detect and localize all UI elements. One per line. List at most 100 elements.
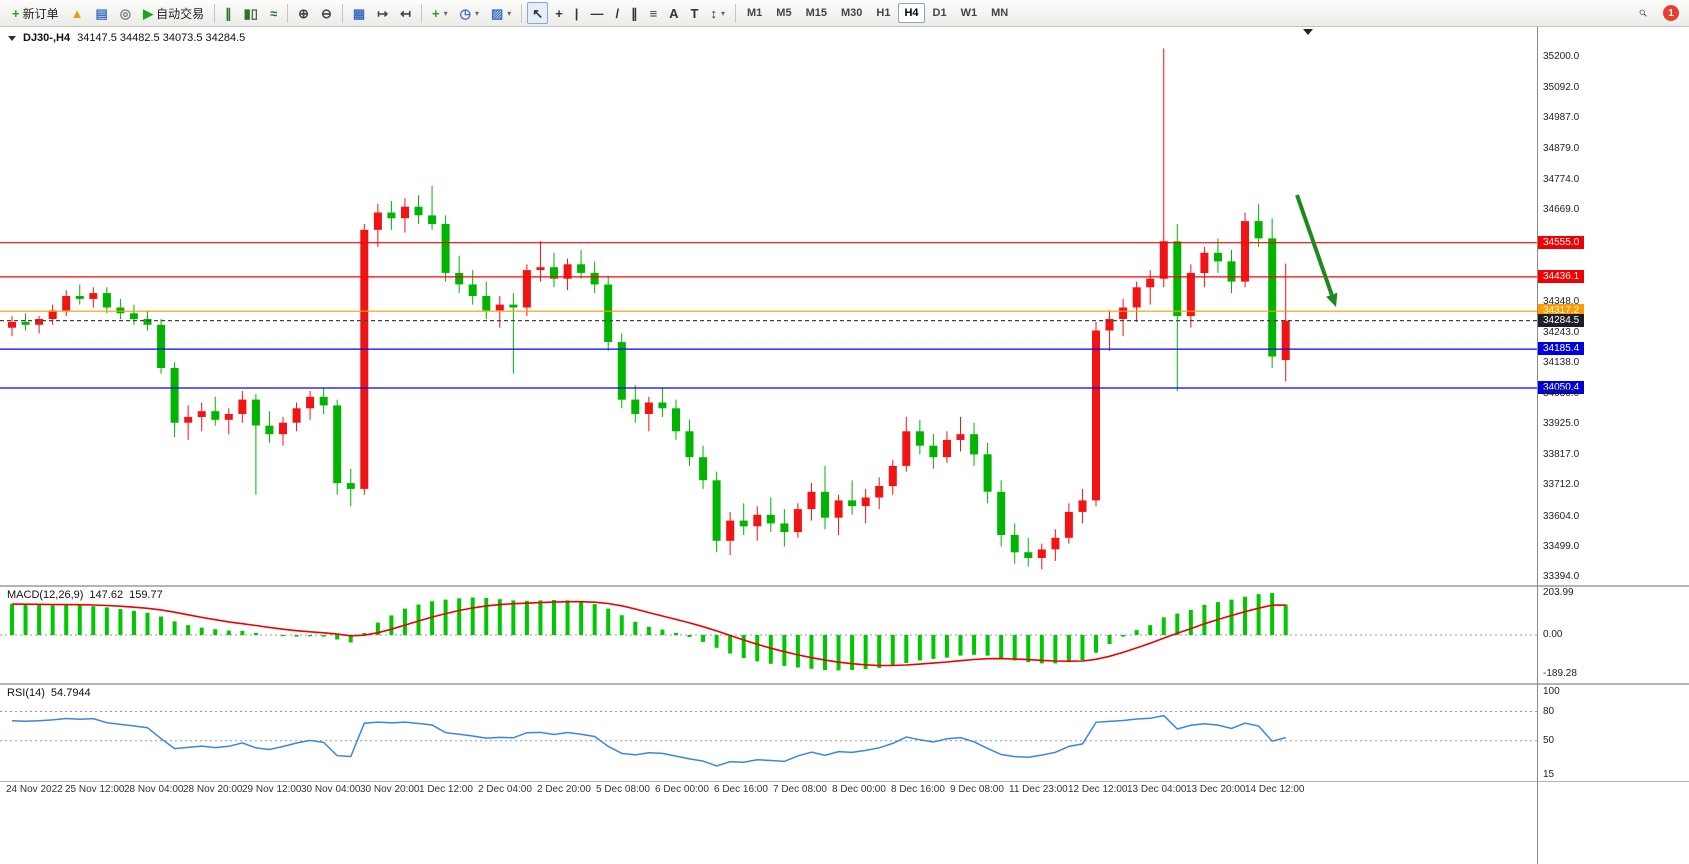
date-tick-label: 7 Dec 08:00 [773, 784, 827, 795]
autotrading-icon: ▶ [143, 5, 154, 21]
timeframe-m1-button[interactable]: M1 [741, 3, 768, 23]
price-tick-label: 34774.0 [1543, 174, 1580, 185]
panel-separator[interactable] [0, 585, 1689, 587]
text-button[interactable]: A [664, 2, 683, 24]
rsi-chart[interactable] [0, 685, 1537, 781]
date-tick-label: 13 Dec 20:00 [1186, 784, 1246, 795]
new-order-button[interactable]: + 新订单 [7, 2, 64, 24]
panel-separator[interactable] [0, 683, 1689, 685]
one-click-trading-toggle[interactable] [8, 35, 16, 41]
indicators-button[interactable]: + ▾ [427, 2, 453, 24]
date-tick-label: 6 Dec 16:00 [714, 784, 768, 795]
rsi-label: RSI(14) [7, 687, 45, 699]
date-tick-label: 2 Dec 04:00 [478, 784, 532, 795]
macd-signal-line [11, 600, 1286, 667]
resistance-line-1-badge: 34555.0 [1538, 236, 1584, 249]
chart-header: DJ30-,H4 34147.5 34482.5 34073.5 34284.5 [8, 32, 245, 44]
chart-shift-icon: ↤ [400, 5, 412, 21]
price-tick-label: 34243.0 [1543, 327, 1580, 338]
trend-arrow-annotation[interactable] [1295, 194, 1334, 296]
toolbar-separator [521, 3, 523, 23]
candlesticks[interactable] [8, 48, 1290, 570]
fibonacci-icon: ≡ [649, 5, 658, 21]
chart-shift-marker[interactable] [1303, 29, 1313, 35]
arrows-button[interactable]: ↕ ▾ [706, 2, 731, 24]
price-tick-label: 33394.0 [1543, 571, 1580, 582]
timeframe-w1-button[interactable]: W1 [955, 3, 984, 23]
notification-badge[interactable]: 1 [1663, 5, 1679, 21]
date-tick-label: 14 Dec 12:00 [1245, 784, 1305, 795]
macd-main-value: 147.62 [89, 589, 124, 601]
bar-chart-button[interactable]: ∥ [220, 2, 237, 24]
date-tick-label: 6 Dec 00:00 [655, 784, 709, 795]
vertical-line-button[interactable]: | [570, 2, 584, 24]
new-order-icon: + [12, 5, 20, 21]
bar-chart-icon: ∥ [225, 5, 232, 21]
crosshair-button[interactable]: + [550, 2, 568, 24]
macd-label-row: MACD(12,26,9) 147.62 159.77 [7, 589, 163, 601]
zoom-out-button[interactable]: ⊖ [316, 2, 337, 24]
market-depth-icon: ▤ [95, 5, 108, 21]
date-axis[interactable]: 24 Nov 2022 25 Nov 12:00 28 Nov 04:00 28 No… [0, 784, 1537, 800]
line-chart-icon: ≈ [269, 5, 278, 21]
horizontal-lines[interactable] [0, 242, 1537, 389]
price-tick-label: 34879.0 [1543, 143, 1580, 154]
metaeditor-button[interactable]: ▲ [66, 2, 89, 24]
add-indicator-icon: + [432, 5, 440, 21]
crosshair-icon: + [555, 5, 563, 21]
tile-windows-button[interactable]: ▦ [348, 2, 370, 24]
templates-button[interactable]: ▨ ▾ [486, 2, 516, 24]
timeframe-h1-button[interactable]: H1 [870, 3, 896, 23]
timeframe-h4-button[interactable]: H4 [898, 3, 925, 23]
macd-label: MACD(12,26,9) [7, 589, 84, 601]
clock-icon: ◷ [459, 5, 471, 21]
timeframe-m15-button[interactable]: M15 [800, 3, 833, 23]
support-line-1-badge: 34185.4 [1538, 342, 1584, 355]
market-depth-button[interactable]: ▤ [90, 2, 112, 24]
line-chart-button[interactable]: ≈ [265, 2, 282, 24]
candlestick-chart-button[interactable]: ▮▯ [239, 2, 263, 24]
toolbar-separator [735, 3, 737, 23]
cursor-button[interactable]: ↖ [527, 2, 549, 24]
cursor-icon: ↖ [532, 5, 544, 21]
toolbar-separator [214, 3, 216, 23]
macd-signal-value: 159.77 [129, 589, 163, 601]
search-button[interactable] [1633, 3, 1653, 23]
price-axis[interactable]: 34555.0 34436.1 34317.2 34284.5 34185.4 34050… [1537, 27, 1689, 864]
chart-shift-button[interactable]: ↤ [395, 2, 416, 24]
trendline-button[interactable]: / [610, 2, 624, 24]
timeframe-d1-button[interactable]: D1 [927, 3, 953, 23]
autotrading-button[interactable]: ▶ 自动交易 [138, 2, 209, 24]
price-tick-label: 34138.0 [1543, 357, 1580, 368]
search-icon [1639, 9, 1647, 17]
macd-scale-label: 0.00 [1543, 629, 1563, 640]
chevron-down-icon: ▾ [507, 8, 512, 18]
channel-button[interactable]: ∥ [626, 2, 643, 24]
toolbar-groups: + 新订单 ▲ ▤ ◎ ▶ 自动交易 ∥ ▮▯ ≈ ⊕ ⊖ ▦ ↦ ↤ + ▾ ◷ ▾ ▨ ▾ ↖ + | — / ∥ ≡ A T ↕ ▾ [6, 0, 740, 26]
macd-chart[interactable] [0, 587, 1537, 683]
price-tick-label: 34669.0 [1543, 204, 1580, 215]
date-tick-label: 24 Nov 2022 [6, 784, 63, 795]
horizontal-line-button[interactable]: — [585, 2, 608, 24]
price-chart[interactable] [0, 27, 1537, 585]
data-window-button[interactable]: ◎ [115, 2, 136, 24]
timeframe-m30-button[interactable]: M30 [835, 3, 868, 23]
auto-scroll-icon: ↦ [377, 5, 389, 21]
periods-button[interactable]: ◷ ▾ [455, 2, 484, 24]
zoom-in-button[interactable]: ⊕ [293, 2, 314, 24]
fibonacci-button[interactable]: ≡ [645, 2, 663, 24]
ohlc-values: 34147.5 34482.5 34073.5 34284.5 [77, 32, 246, 44]
timeframe-mn-button[interactable]: MN [985, 3, 1014, 23]
horizontal-line-icon: — [590, 5, 604, 21]
timeframe-m5-button[interactable]: M5 [770, 3, 797, 23]
price-tick-label: 33925.0 [1543, 418, 1580, 429]
macd-scale-label: -189.28 [1543, 668, 1577, 679]
label-button[interactable]: T [686, 2, 704, 24]
price-tick-label: 34030.0 [1543, 388, 1580, 399]
trend-arrow-head [1326, 292, 1338, 307]
zoom-out-icon: ⊖ [321, 5, 332, 21]
auto-scroll-button[interactable]: ↦ [372, 2, 393, 24]
price-tick-label: 35092.0 [1543, 82, 1580, 93]
chevron-down-icon: ▾ [474, 8, 479, 18]
date-tick-label: 12 Dec 12:00 [1068, 784, 1128, 795]
